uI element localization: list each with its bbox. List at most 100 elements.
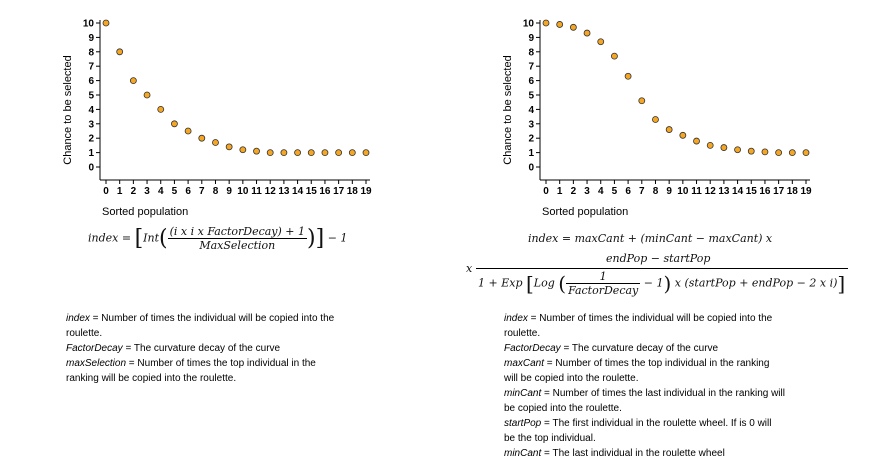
x-tick-label: 14 bbox=[732, 186, 744, 197]
left-legend-text: = Number of times the top individual in … bbox=[126, 358, 316, 369]
right-legend-term: index bbox=[504, 313, 528, 324]
right-legend-term: startPop bbox=[504, 418, 542, 429]
left-legend-text: = Number of times the individual will be… bbox=[89, 313, 335, 324]
right-legend-line: index = Number of times the individual w… bbox=[504, 311, 834, 326]
x-tick-label: 12 bbox=[705, 186, 717, 197]
x-tick-label: 1 bbox=[117, 186, 123, 197]
x-tick-label: 1 bbox=[557, 186, 563, 197]
right-formula-inner-den: FactorDecay bbox=[566, 283, 641, 297]
data-point bbox=[761, 148, 769, 156]
right-legend-text: be copied into the roulette. bbox=[504, 403, 622, 414]
x-tick-label: 7 bbox=[199, 186, 205, 197]
x-tick-label: 11 bbox=[251, 186, 262, 197]
right-legend-line: startPop = The first individual in the r… bbox=[504, 416, 834, 431]
right-legend-line: roulette. bbox=[504, 326, 834, 341]
x-tick-label: 10 bbox=[237, 186, 249, 197]
x-tick-label: 2 bbox=[571, 186, 577, 197]
right-formula-inner-fraction: 1 FactorDecay bbox=[566, 270, 641, 297]
right-formula-denominator: 1 + Exp [Log (1 FactorDecay − 1) x (start… bbox=[478, 270, 846, 297]
left-legend-term: maxSelection bbox=[66, 358, 127, 369]
right-legend-text: = Number of times the last individual in… bbox=[541, 388, 785, 399]
y-tick-label: 6 bbox=[88, 76, 94, 87]
data-point bbox=[294, 149, 301, 157]
right-legend-text: = The first individual in the roulette w… bbox=[541, 418, 772, 429]
data-point bbox=[171, 120, 178, 128]
data-point bbox=[611, 52, 618, 60]
data-point bbox=[734, 146, 741, 154]
x-tick-label: 18 bbox=[787, 186, 799, 197]
data-point bbox=[775, 149, 783, 157]
data-point bbox=[280, 149, 288, 157]
right-chart: 10 9 8 7 6 5 4 3 2 1 0 0 1 2 3 4 5 6 7 8 9 10 11 12 13 14 15 16 17 18… bbox=[498, 8, 828, 223]
right-legend-text: will be copied into the roulette. bbox=[504, 373, 639, 384]
x-tick-label: 5 bbox=[172, 186, 178, 197]
x-tick-label: 14 bbox=[292, 186, 304, 197]
y-axis-title: Chance to be selected bbox=[62, 55, 74, 164]
left-legend-line: ranking will be copied into the roulette… bbox=[66, 371, 386, 386]
right-formula-den-mid: − 1 bbox=[643, 276, 664, 290]
data-point bbox=[747, 147, 755, 155]
x-tick-label: 16 bbox=[319, 186, 331, 197]
y-axis-title: Chance to be selected bbox=[502, 55, 514, 164]
y-tick-label: 5 bbox=[528, 91, 534, 102]
data-point bbox=[253, 147, 260, 155]
left-legend-line: index = Number of times the individual w… bbox=[66, 311, 386, 326]
data-point bbox=[157, 106, 165, 113]
data-point bbox=[788, 149, 796, 157]
right-legend-line: maxCant = Number of times the top indivi… bbox=[504, 356, 834, 371]
data-point bbox=[143, 91, 151, 99]
y-tick-label: 4 bbox=[528, 105, 534, 116]
left-formula-numerator: (i x i x FactorDecay) + 1 bbox=[169, 225, 306, 238]
x-tick-label: 3 bbox=[144, 186, 150, 197]
x-tick-label: 12 bbox=[265, 186, 277, 197]
left-legend-text: ranking will be copied into the roulette… bbox=[66, 373, 237, 384]
x-axis-title: Sorted population bbox=[102, 206, 188, 218]
x-tick-label: 3 bbox=[584, 186, 590, 197]
left-legend-term: FactorDecay bbox=[66, 343, 123, 354]
x-tick-label: 19 bbox=[360, 186, 372, 197]
y-tick-label: 7 bbox=[528, 62, 534, 73]
x-tick-label: 16 bbox=[759, 186, 771, 197]
x-axis-title: Sorted population bbox=[542, 206, 628, 218]
data-point bbox=[321, 149, 329, 157]
x-tick-label: 17 bbox=[333, 186, 345, 197]
y-tick-label: 10 bbox=[523, 19, 535, 30]
right-legend-text: = The last individual in the roulette wh… bbox=[541, 448, 725, 459]
data-point bbox=[597, 38, 605, 46]
x-tick-label: 4 bbox=[158, 186, 164, 197]
x-tick-label: 15 bbox=[306, 186, 318, 197]
right-legend-term: minCant bbox=[504, 388, 542, 399]
x-tick-label: 5 bbox=[612, 186, 618, 197]
right-formula-x-prefix: x bbox=[466, 262, 473, 275]
data-point bbox=[556, 21, 564, 28]
data-point bbox=[212, 139, 219, 146]
right-formula-line1: index = maxCant + (minCant − maxCant) x bbox=[528, 232, 773, 245]
right-formula-numerator: endPop − startPop bbox=[606, 252, 711, 265]
data-point bbox=[335, 149, 343, 157]
right-legend-term: FactorDecay bbox=[504, 343, 561, 354]
left-legend: index = Number of times the individual w… bbox=[66, 311, 386, 386]
right-legend-line: will be copied into the roulette. bbox=[504, 371, 834, 386]
right-legend-line: be copied into the roulette. bbox=[504, 401, 834, 416]
data-point bbox=[542, 19, 550, 27]
x-tick-label: 9 bbox=[666, 186, 672, 197]
data-point bbox=[362, 149, 370, 157]
x-tick-label: 9 bbox=[226, 186, 232, 197]
left-chart: 10 9 8 7 6 5 4 3 2 1 0 0 1 2 3 4 5 6 7 8 9 10 11 12 13 14 15 16 17 18… bbox=[58, 8, 388, 223]
y-tick-label: 3 bbox=[528, 119, 534, 130]
data-point bbox=[225, 143, 233, 151]
right-legend-line: be the top individual. bbox=[504, 431, 834, 446]
x-tick-label: 8 bbox=[213, 186, 219, 197]
data-point bbox=[307, 149, 315, 157]
right-formula-den-tail: x (startPop + endPop − 2 x i) bbox=[674, 276, 838, 290]
right-formula-den-log: Log bbox=[533, 276, 555, 290]
right-formula-den-a: 1 + Exp bbox=[478, 276, 523, 290]
x-tick-label: 7 bbox=[639, 186, 645, 197]
left-legend-line: FactorDecay = The curvature decay of the… bbox=[66, 341, 386, 356]
data-point bbox=[583, 29, 591, 37]
y-tick-label: 0 bbox=[88, 163, 94, 174]
data-point bbox=[802, 149, 810, 157]
right-legend: index = Number of times the individual w… bbox=[504, 311, 834, 461]
x-tick-label: 6 bbox=[625, 186, 631, 197]
